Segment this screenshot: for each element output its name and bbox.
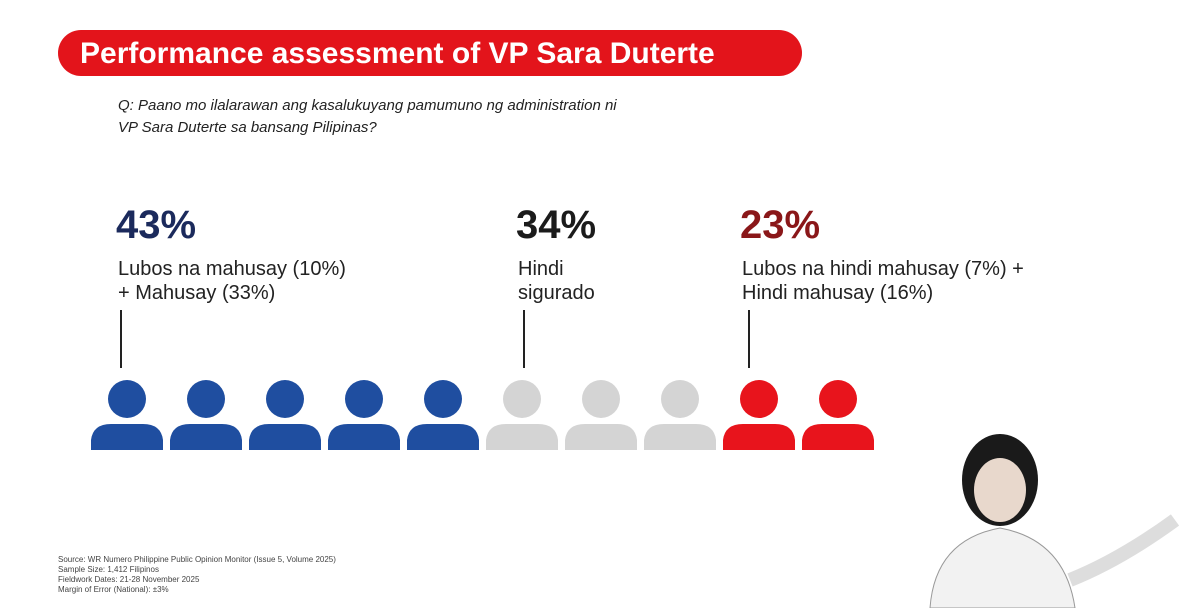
question: Q: Paano mo ilalarawan ang kasalukuyang … [118,97,617,114]
person-head [582,380,620,418]
group-label: Lubos na hindi mahusay (7%) + [742,258,1024,280]
person-head [740,380,778,418]
question: VP Sara Duterte sa bansang Pilipinas? [118,119,377,136]
title-pill [58,30,802,76]
footnote: Source: WR Numero Philippine Public Opin… [58,555,336,564]
person-head [266,380,304,418]
group-label: Lubos na mahusay (10%) [118,258,346,280]
person-body [565,424,637,450]
pictogram [91,380,874,450]
footnote: Sample Size: 1,412 Filipinos [58,565,159,574]
person-body [802,424,874,450]
percent: 23% [740,203,820,247]
person-body [91,424,163,450]
photo [929,434,1180,608]
person-body [328,424,400,450]
group-label: + Mahusay (33%) [118,282,275,304]
person-body [723,424,795,450]
person-head [424,380,462,418]
title: Performance assessment of VP Sara Dutert… [80,37,715,70]
percent: 43% [116,203,196,247]
person-head [187,380,225,418]
person-head [108,380,146,418]
person-head [503,380,541,418]
person-body [170,424,242,450]
person-body [644,424,716,450]
person-head [345,380,383,418]
person-head [819,380,857,418]
footnote: Margin of Error (National): ±3% [58,585,169,594]
group-label: Hindi [518,258,564,280]
footnote: Fieldwork Dates: 21-28 November 2025 [58,575,200,584]
person-body [249,424,321,450]
person-head [661,380,699,418]
person-body [486,424,558,450]
group-label: Hindi mahusay (16%) [742,282,933,304]
group-label: sigurado [518,282,595,304]
percent: 34% [516,203,596,247]
person-body [407,424,479,450]
